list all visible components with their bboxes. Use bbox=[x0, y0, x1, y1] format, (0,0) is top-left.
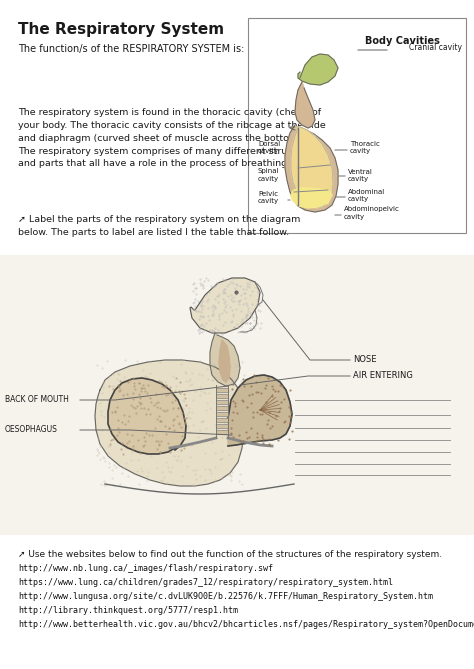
Bar bbox=[216, 412, 228, 416]
Polygon shape bbox=[219, 340, 230, 382]
Text: http://www.betterhealth.vic.gov.au/bhcv2/bhcarticles.nsf/pages/Respiratory_syste: http://www.betterhealth.vic.gov.au/bhcv2… bbox=[18, 620, 474, 629]
Text: Ventral
cavity: Ventral cavity bbox=[348, 169, 373, 181]
Bar bbox=[216, 406, 228, 410]
Bar bbox=[216, 424, 228, 428]
Text: Dorsal
cavity: Dorsal cavity bbox=[258, 142, 280, 155]
Polygon shape bbox=[228, 375, 292, 446]
Polygon shape bbox=[108, 378, 186, 454]
Polygon shape bbox=[95, 360, 244, 486]
Text: The function/s of the RESPIRATORY SYSTEM is:: The function/s of the RESPIRATORY SYSTEM… bbox=[18, 44, 245, 54]
Bar bbox=[216, 400, 228, 404]
Text: https://www.lung.ca/children/grades7_12/respiratory/respiratory_system.html: https://www.lung.ca/children/grades7_12/… bbox=[18, 578, 393, 587]
Polygon shape bbox=[298, 54, 338, 85]
Text: The Respiratory System: The Respiratory System bbox=[18, 22, 224, 37]
Bar bbox=[216, 430, 228, 434]
Text: The respiratory system is found in the thoracic cavity (chest) of
your body. The: The respiratory system is found in the t… bbox=[18, 108, 326, 169]
Text: Body Cavities: Body Cavities bbox=[365, 36, 440, 46]
Bar bbox=[216, 388, 228, 392]
Text: http://www.nb.lung.ca/_images/flash/respiratory.swf: http://www.nb.lung.ca/_images/flash/resp… bbox=[18, 564, 273, 573]
Text: Abdominopelvic
cavity: Abdominopelvic cavity bbox=[344, 207, 400, 219]
Bar bbox=[216, 418, 228, 422]
Text: AIR ENTERING: AIR ENTERING bbox=[353, 371, 413, 381]
Polygon shape bbox=[291, 127, 333, 208]
Text: http://library.thinkquest.org/5777/resp1.htm: http://library.thinkquest.org/5777/resp1… bbox=[18, 606, 238, 615]
Text: ➚ Use the websites below to find out the function of the structures of the respi: ➚ Use the websites below to find out the… bbox=[18, 550, 442, 559]
Text: Pelvic
cavity: Pelvic cavity bbox=[258, 191, 279, 205]
Polygon shape bbox=[291, 188, 332, 208]
Polygon shape bbox=[210, 333, 240, 386]
Bar bbox=[216, 394, 228, 398]
Polygon shape bbox=[190, 278, 260, 333]
Text: OESOPHAGUS: OESOPHAGUS bbox=[5, 425, 58, 434]
Bar bbox=[248, 18, 466, 233]
Text: BACK OF MOUTH: BACK OF MOUTH bbox=[5, 395, 69, 405]
Polygon shape bbox=[295, 82, 315, 128]
Text: http://www.lungusa.org/site/c.dvLUK9O0E/b.22576/k.7FFF/Human_Respiratory_System.: http://www.lungusa.org/site/c.dvLUK9O0E/… bbox=[18, 592, 433, 601]
Text: Spinal
cavity: Spinal cavity bbox=[258, 169, 280, 181]
Text: Abdominal
cavity: Abdominal cavity bbox=[348, 189, 385, 201]
Bar bbox=[0, 255, 474, 535]
Text: Thoracic
cavity: Thoracic cavity bbox=[350, 142, 380, 155]
Text: Cranial cavity: Cranial cavity bbox=[409, 43, 462, 52]
Polygon shape bbox=[285, 125, 338, 212]
Text: NOSE: NOSE bbox=[353, 355, 376, 365]
Text: ➚ Label the parts of the respiratory system on the diagram
below. The parts to l: ➚ Label the parts of the respiratory sys… bbox=[18, 215, 301, 237]
